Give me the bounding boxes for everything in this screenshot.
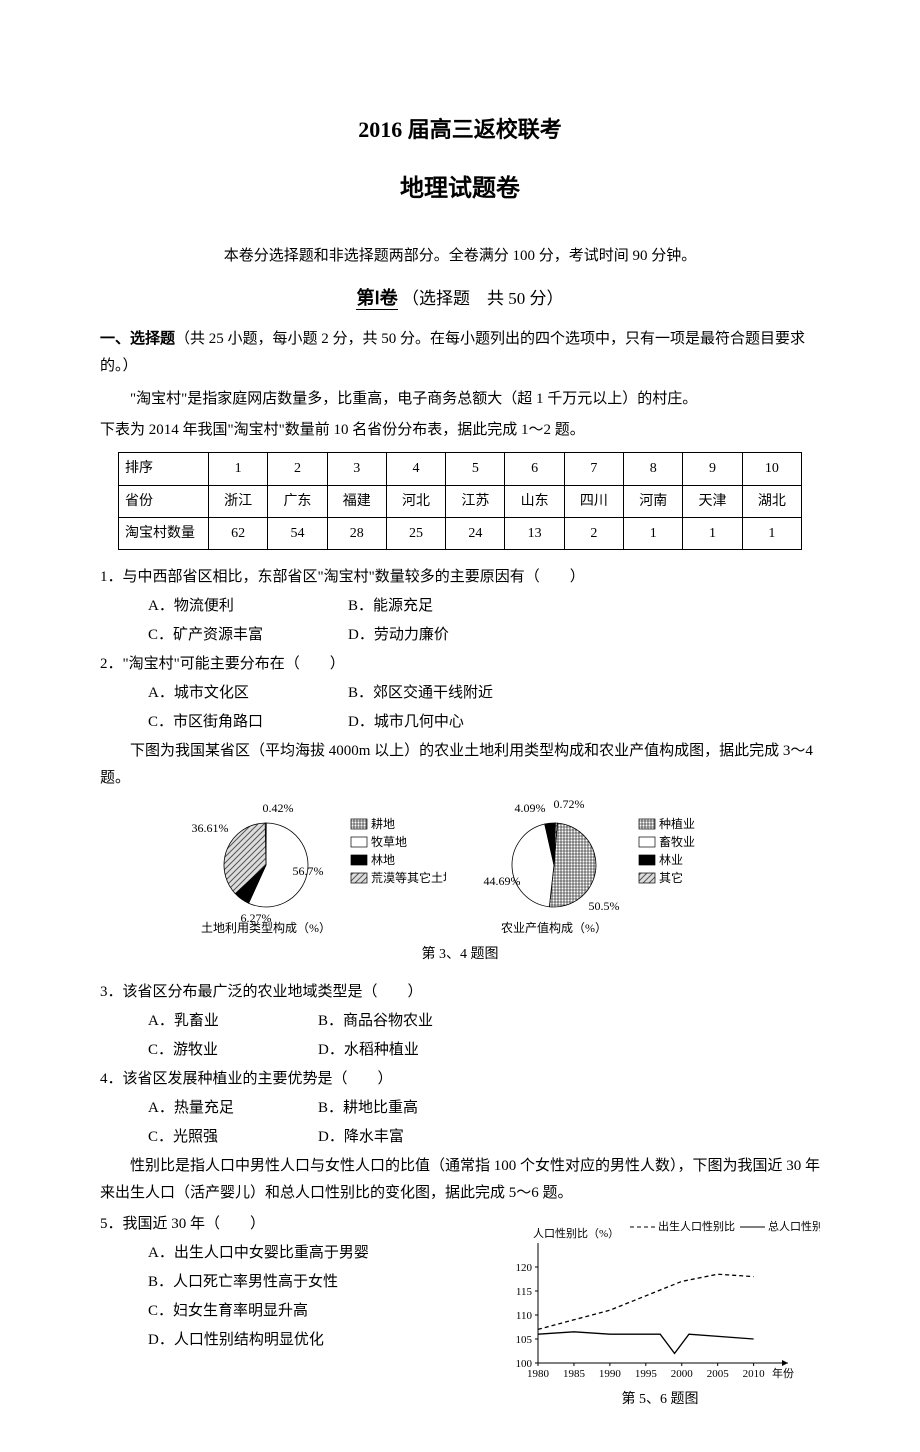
svg-text:种植业: 种植业: [659, 816, 695, 831]
q3-opt-a: A．乳畜业: [148, 1008, 318, 1035]
chart-caption-56: 第 5、6 题图: [500, 1387, 820, 1412]
question-2-options: A．城市文化区 B．郊区交通干线附近: [100, 680, 820, 707]
svg-text:2005: 2005: [707, 1368, 730, 1380]
svg-text:1985: 1985: [563, 1368, 586, 1380]
chart-caption-34: 第 3、4 题图: [100, 942, 820, 967]
line-chart-wrap: 1001051101151201980198519901995200020052…: [500, 1213, 820, 1412]
taobao-table: 排序 1 2 3 4 5 6 7 8 9 10 省份 浙江 广东 福建 河北 江…: [118, 452, 802, 550]
svg-text:出生人口性别比: 出生人口性别比: [658, 1219, 735, 1233]
svg-text:林地: 林地: [371, 853, 395, 867]
svg-text:土地利用类型构成（%）: 土地利用类型构成（%）: [201, 920, 331, 935]
q4-opt-c: C．光照强: [148, 1124, 318, 1151]
svg-text:120: 120: [516, 1262, 533, 1274]
svg-text:0.42%: 0.42%: [263, 801, 294, 815]
svg-text:110: 110: [516, 1310, 533, 1322]
section-1-suffix: （选择题 共 50 分）: [402, 289, 564, 308]
svg-text:105: 105: [516, 1334, 533, 1346]
svg-text:农业产值构成（%）: 农业产值构成（%）: [501, 920, 607, 935]
output-value-pie-chart: 50.5% 44.69% 4.09% 0.72% 农业产值构成（%） 种植业畜牧业林业其它: [474, 800, 734, 940]
svg-text:1995: 1995: [635, 1368, 658, 1380]
passage-3: 性别比是指人口中男性人口与女性人口的比值（通常指 100 个女性对应的男性人数）…: [100, 1153, 820, 1207]
chart-row-34: 0.42%56.7%6.27%36.61%土地利用类型构成（%）耕地牧草地林地荒…: [100, 800, 820, 940]
question-1: 1．与中西部省区相比，东部省区"淘宝村"数量较多的主要原因有（ ）: [100, 564, 820, 591]
svg-text:115: 115: [516, 1286, 533, 1298]
question-1-options-2: C．矿产资源丰富 D．劳动力廉价: [100, 622, 820, 649]
passage-2: 下图为我国某省区（平均海拔 4000m 以上）的农业土地利用类型构成和农业产值构…: [100, 738, 820, 792]
exam-subtitle: 地理试题卷: [100, 168, 820, 211]
passage-1-line-1: "淘宝村"是指家庭网店数量多，比重高，电子商务总额大（超 1 千万元以上）的村庄…: [100, 386, 820, 413]
question-2-options-2: C．市区街角路口 D．城市几何中心: [100, 709, 820, 736]
q3-opt-b: B．商品谷物农业: [318, 1008, 488, 1035]
question-4-options-2: C．光照强 D．降水丰富: [100, 1124, 820, 1151]
svg-text:耕地: 耕地: [371, 816, 395, 831]
svg-text:0.72%: 0.72%: [554, 800, 585, 811]
question-3: 3．该省区分布最广泛的农业地域类型是（ ）: [100, 979, 820, 1006]
svg-text:年份: 年份: [772, 1366, 794, 1380]
svg-text:牧草地: 牧草地: [371, 835, 407, 849]
q2-opt-b: B．郊区交通干线附近: [348, 680, 548, 707]
svg-text:2010: 2010: [743, 1368, 766, 1380]
land-use-pie-chart: 0.42%56.7%6.27%36.61%土地利用类型构成（%）耕地牧草地林地荒…: [186, 800, 446, 940]
question-2: 2．"淘宝村"可能主要分布在（ ）: [100, 651, 820, 678]
q3-opt-c: C．游牧业: [148, 1037, 318, 1064]
svg-text:36.61%: 36.61%: [192, 821, 229, 835]
q4-opt-b: B．耕地比重高: [318, 1095, 488, 1122]
svg-text:林业: 林业: [659, 853, 683, 867]
exam-title: 2016 届高三返校联考: [100, 110, 820, 150]
svg-text:4.09%: 4.09%: [515, 801, 546, 815]
question-1-options: A．物流便利 B．能源充足: [100, 593, 820, 620]
question-3-options-2: C．游牧业 D．水稻种植业: [100, 1037, 820, 1064]
svg-text:50.5%: 50.5%: [589, 899, 620, 913]
table-row-rank: 排序 1 2 3 4 5 6 7 8 9 10: [119, 453, 802, 485]
q4-opt-d: D．降水丰富: [318, 1124, 488, 1151]
svg-text:总人口性别比: 总人口性别比: [768, 1219, 820, 1233]
exam-instructions: 本卷分选择题和非选择题两部分。全卷满分 100 分，考试时间 90 分钟。: [100, 243, 820, 270]
q2-opt-a: A．城市文化区: [148, 680, 348, 707]
svg-text:其它: 其它: [659, 870, 683, 885]
q1-opt-c: C．矿产资源丰富: [148, 622, 348, 649]
question-5-block: 1001051101151201980198519901995200020052…: [100, 1211, 820, 1412]
question-3-options: A．乳畜业 B．商品谷物农业: [100, 1008, 820, 1035]
q2-opt-d: D．城市几何中心: [348, 709, 548, 736]
section-1-header: 第Ⅰ卷 （选择题 共 50 分）: [100, 282, 820, 315]
question-4: 4．该省区发展种植业的主要优势是（ ）: [100, 1066, 820, 1093]
svg-text:人口性别比（%）: 人口性别比（%）: [533, 1226, 619, 1240]
q1-opt-b: B．能源充足: [348, 593, 548, 620]
table-header-prov: 省份: [119, 485, 209, 517]
svg-text:44.69%: 44.69%: [484, 874, 521, 888]
svg-text:荒漠等其它土地: 荒漠等其它土地: [371, 870, 446, 885]
table-row-prov: 省份 浙江 广东 福建 河北 江苏 山东 四川 河南 天津 湖北: [119, 485, 802, 517]
question-4-options: A．热量充足 B．耕地比重高: [100, 1095, 820, 1122]
q1-opt-a: A．物流便利: [148, 593, 348, 620]
svg-text:畜牧业: 畜牧业: [659, 834, 695, 849]
q3-opt-d: D．水稻种植业: [318, 1037, 488, 1064]
table-header-count: 淘宝村数量: [119, 517, 209, 549]
section-1-roman: 第Ⅰ卷: [356, 288, 397, 310]
svg-text:1980: 1980: [527, 1368, 550, 1380]
section-1-intro: 一、选择题（共 25 小题，每小题 2 分，共 50 分。在每小题列出的四个选项…: [100, 326, 820, 380]
section-1-intro-bold: 一、选择题: [100, 331, 175, 347]
svg-text:1990: 1990: [599, 1368, 622, 1380]
svg-text:56.7%: 56.7%: [293, 864, 324, 878]
passage-1-line-2: 下表为 2014 年我国"淘宝村"数量前 10 名省份分布表，据此完成 1～2 …: [100, 417, 820, 444]
table-row-count: 淘宝村数量 62 54 28 25 24 13 2 1 1 1: [119, 517, 802, 549]
q4-opt-a: A．热量充足: [148, 1095, 318, 1122]
table-header-rank: 排序: [119, 453, 209, 485]
sex-ratio-line-chart: 1001051101151201980198519901995200020052…: [500, 1213, 820, 1383]
q2-opt-c: C．市区街角路口: [148, 709, 348, 736]
svg-text:2000: 2000: [671, 1368, 694, 1380]
section-1-intro-rest: （共 25 小题，每小题 2 分，共 50 分。在每小题列出的四个选项中，只有一…: [100, 331, 805, 374]
q1-opt-d: D．劳动力廉价: [348, 622, 548, 649]
